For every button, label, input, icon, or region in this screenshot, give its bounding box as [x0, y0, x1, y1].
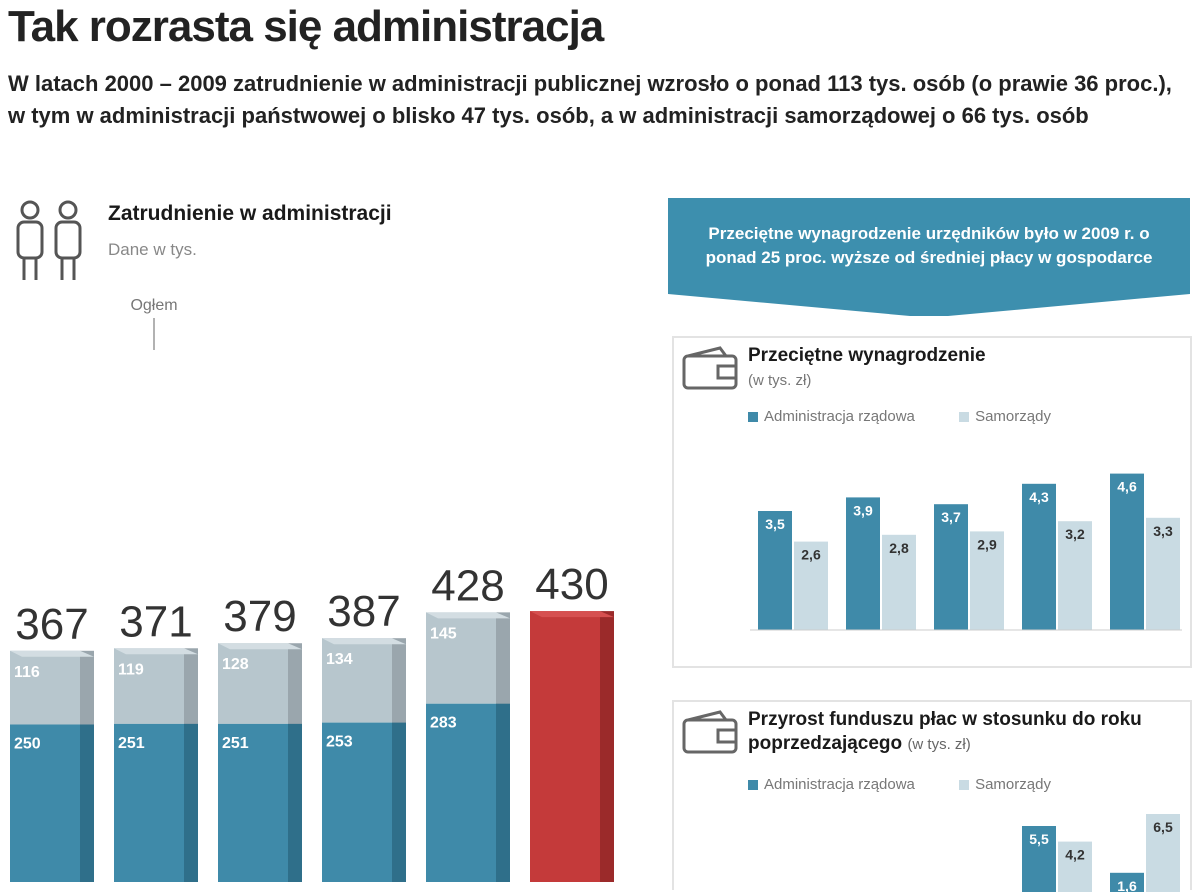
segment-label-upper: 145: [430, 625, 457, 642]
left-chart-subtitle: Dane w tys.: [108, 240, 197, 259]
bar-side-lower: [80, 724, 94, 882]
bar-value-label: 5,5: [1029, 831, 1049, 847]
bar-total-label: 379: [223, 592, 296, 641]
bar-total-label: 367: [15, 600, 88, 649]
salary-unit: (w tys. zł): [748, 372, 812, 389]
bar-cap: [10, 650, 94, 657]
segment-label-upper: 119: [118, 661, 144, 678]
payroll-title-text: Przyrost funduszu płac w stosunku do rok…: [748, 709, 1142, 754]
bar-value-label: 4,6: [1117, 479, 1137, 495]
bar: [846, 497, 880, 630]
legend-local: Samorządy: [975, 776, 1051, 793]
payroll-legend: Administracja rządowa Samorządy: [748, 776, 1051, 793]
employment-chart: 250 116 367 251 119 371 251 128 379 253 134 387 283 1…: [10, 297, 614, 882]
legend-gov: Administracja rządowa: [764, 408, 915, 425]
people-icon: [16, 200, 82, 280]
bar: [794, 541, 828, 630]
bar-cap: [530, 611, 614, 618]
bar-side-lower: [496, 703, 510, 882]
bar-side-lower: [288, 723, 302, 882]
legend-gov: Administracja rządowa: [764, 776, 915, 793]
bar-value-label: 3,9: [853, 502, 873, 518]
bar-total-highlight: [530, 611, 600, 882]
bar-cap: [114, 648, 198, 655]
bar-total-label: 371: [119, 597, 192, 646]
wallet-icon: [682, 346, 738, 390]
bar-segment-lower: [426, 703, 496, 882]
bar-value-label: 6,5: [1153, 819, 1173, 835]
segment-label-lower: 251: [222, 735, 249, 752]
chart-title: Tak rozrasta się administracja: [8, 2, 604, 51]
bar-side-lower: [184, 723, 198, 882]
wallet-icon: [682, 710, 738, 754]
bar-value-label: 2,9: [977, 536, 997, 552]
bar-side: [600, 611, 614, 882]
bar-segment-upper: [114, 648, 184, 724]
bar-segment-upper: [218, 643, 288, 724]
bar-total-label: 430: [535, 560, 608, 609]
bar-segment-lower: [322, 722, 392, 882]
annotation-label: Ogłem: [130, 297, 177, 314]
bar-cap: [322, 638, 406, 645]
bar-segment-upper: [10, 650, 80, 725]
bar-total-label: 428: [431, 561, 504, 610]
bar: [934, 504, 968, 630]
bar-value-label: 3,3: [1153, 523, 1173, 539]
segment-label-upper: 134: [326, 651, 353, 668]
segment-label-lower: 283: [430, 715, 457, 732]
legend-local: Samorządy: [975, 408, 1051, 425]
banner-pointer: [668, 294, 1190, 316]
bar-cap: [218, 643, 302, 650]
salary-panel: Przeciętne wynagrodzenie (w tys. zł) Adm…: [672, 336, 1192, 668]
payroll-unit: (w tys. zł): [907, 736, 971, 753]
info-banner: Przeciętne wynagrodzenie urzędników było…: [668, 198, 1190, 294]
bar-value-label: 4,3: [1029, 489, 1049, 505]
payroll-chart: 5,5 4,2 1,6 6,5: [1022, 814, 1180, 892]
bar-segment-lower: [114, 723, 184, 882]
bar: [1058, 521, 1092, 630]
bar: [1110, 473, 1144, 630]
left-chart-title: Zatrudnienie w administracji: [108, 202, 392, 225]
bar-value-label: 3,5: [765, 516, 785, 532]
bar: [1146, 517, 1180, 630]
intro-text: W latach 2000 – 2009 zatrudnienie w admi…: [8, 71, 1172, 128]
segment-label-lower: 250: [14, 736, 41, 753]
bar: [970, 531, 1004, 630]
payroll-title: Przyrost funduszu płac w stosunku do rok…: [748, 708, 1178, 757]
bar-segment-upper: [322, 638, 392, 723]
bar-value-label: 2,8: [889, 540, 909, 556]
segment-label-upper: 116: [14, 664, 40, 681]
salary-title: Przeciętne wynagrodzenie: [748, 345, 986, 366]
bar-value-label: 4,2: [1065, 847, 1085, 863]
bar: [1022, 826, 1056, 892]
bar-segment-lower: [218, 723, 288, 882]
segment-label-lower: 251: [118, 735, 145, 752]
bar-value-label: 3,7: [941, 509, 961, 525]
bar: [758, 511, 792, 630]
bar-segment-upper: [426, 612, 496, 704]
segment-label-lower: 253: [326, 734, 353, 751]
salary-legend: Administracja rządowa Samorządy: [748, 408, 1051, 425]
bar-value-label: 2,6: [801, 547, 821, 563]
payroll-panel: Przyrost funduszu płac w stosunku do rok…: [672, 700, 1192, 892]
bar: [882, 534, 916, 630]
salary-chart: 3,5 2,6 3,9 2,8 3,7 2,9 4,3 3,2 4,6 3,3: [750, 473, 1182, 631]
bar-side-lower: [392, 722, 406, 882]
bar-total-label: 387: [327, 587, 400, 636]
bar-cap: [426, 612, 510, 619]
segment-label-upper: 128: [222, 656, 249, 673]
bar: [1022, 483, 1056, 630]
bar-value-label: 3,2: [1065, 526, 1085, 542]
bar-segment-lower: [10, 724, 80, 882]
bar: [1146, 814, 1180, 892]
bar-value-label: 1,6: [1117, 878, 1137, 892]
